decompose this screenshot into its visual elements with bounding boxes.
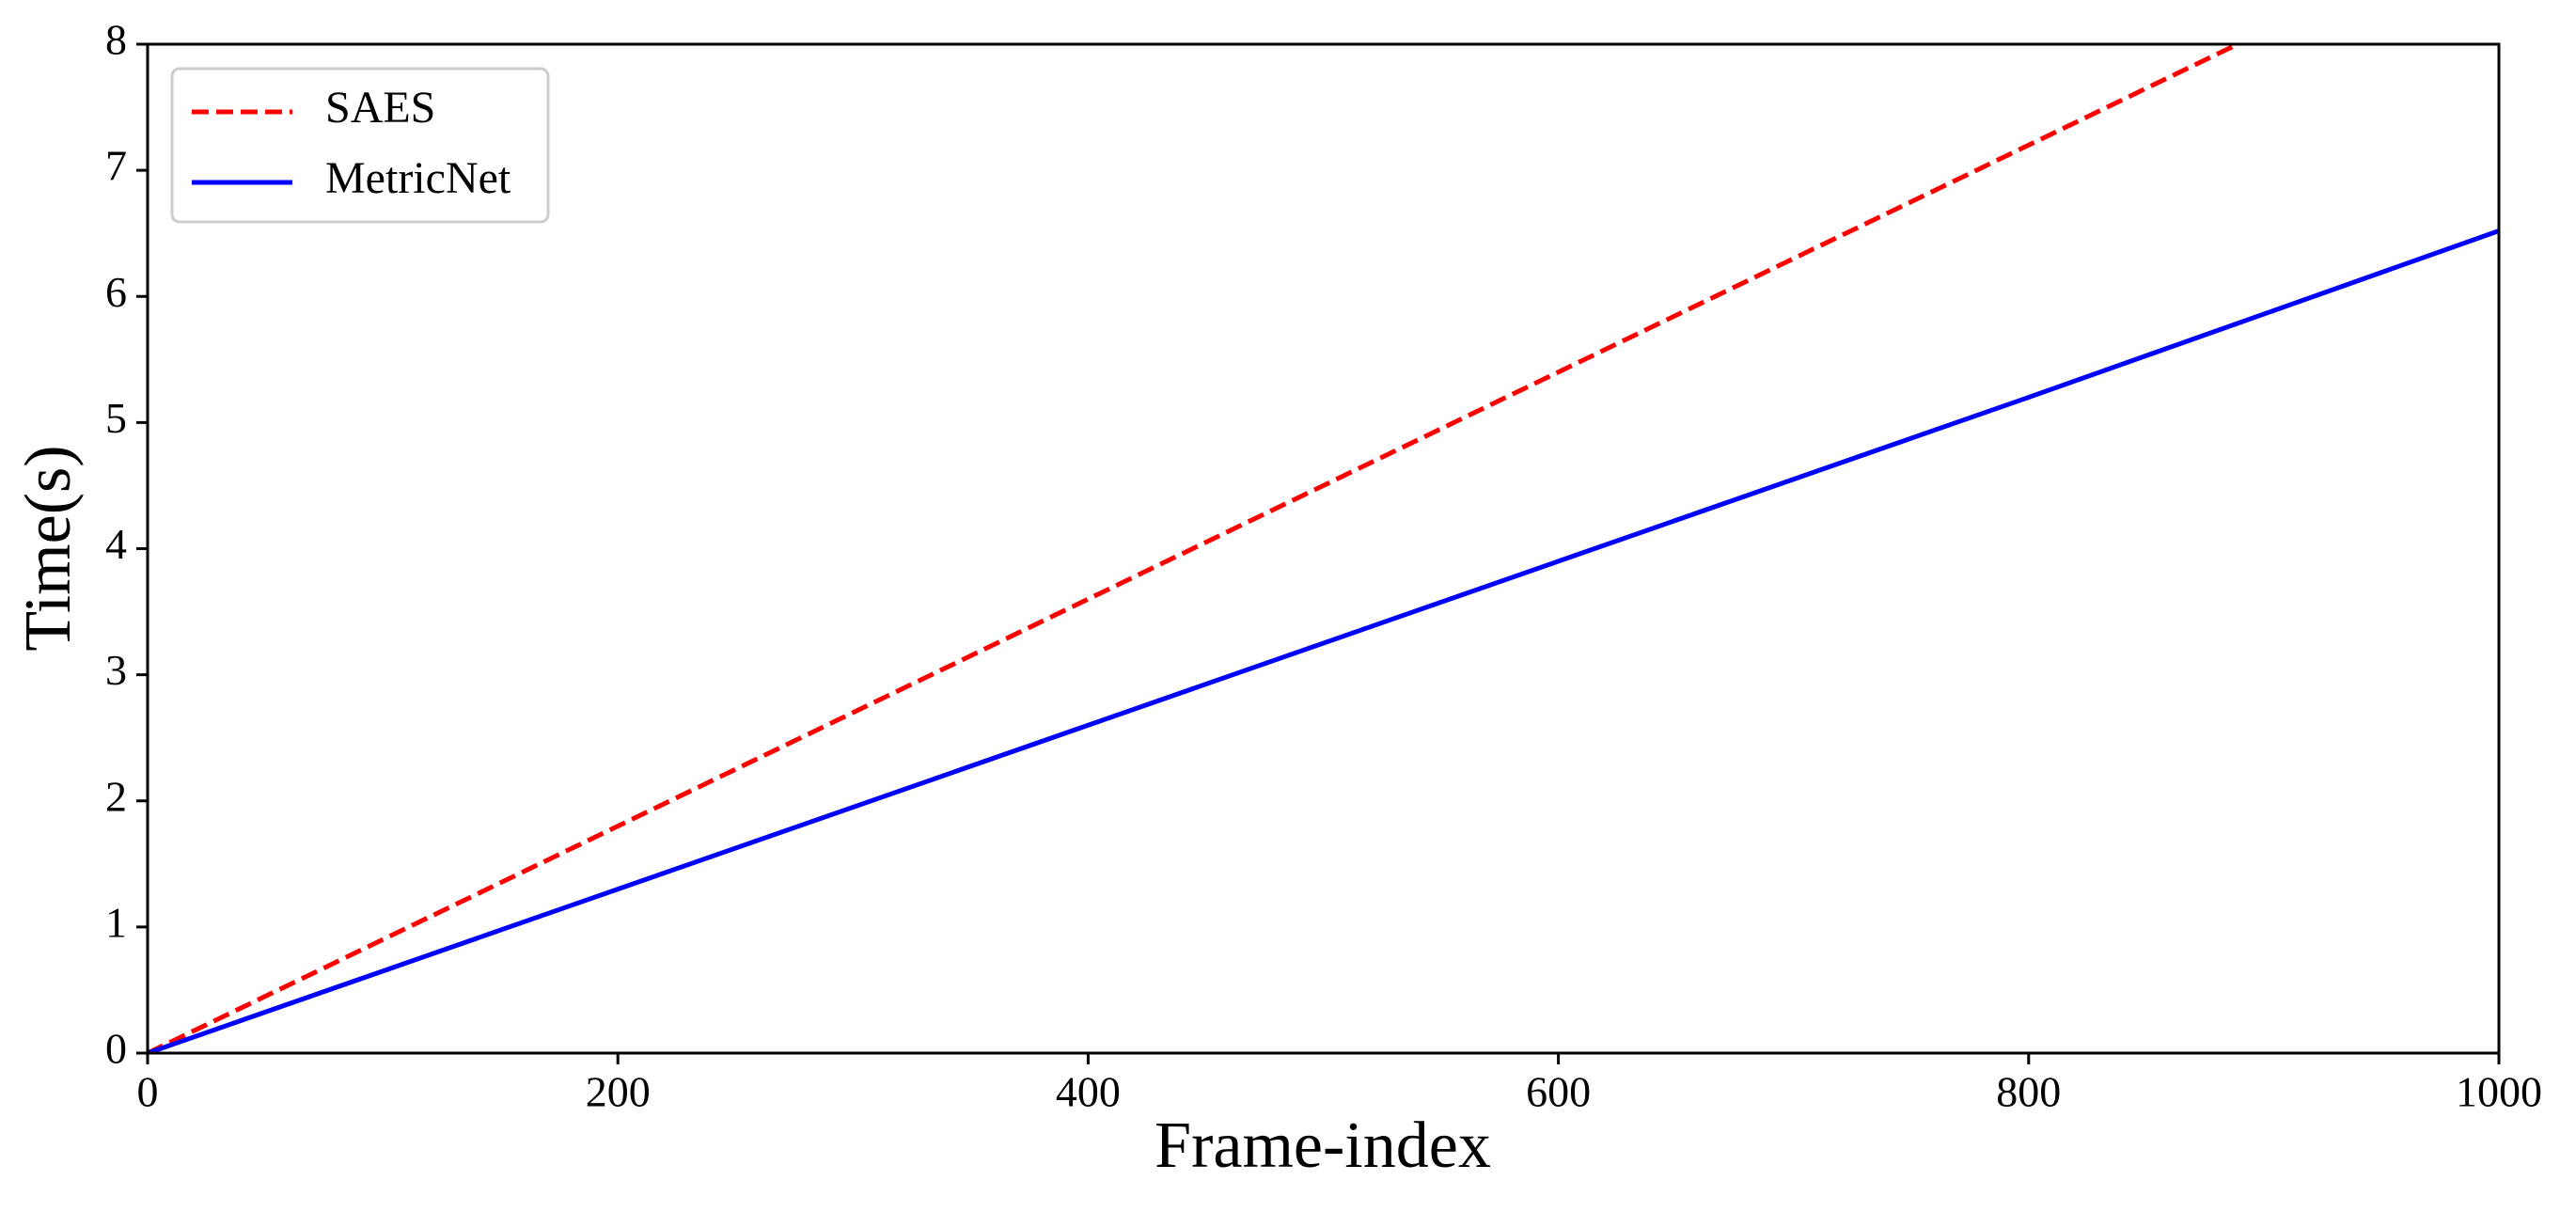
y-tick-label: 6 <box>105 268 127 316</box>
y-tick-label: 5 <box>105 394 127 442</box>
y-tick-label: 0 <box>105 1025 127 1073</box>
y-tick-label: 3 <box>105 646 127 694</box>
x-tick-label: 600 <box>1526 1068 1591 1116</box>
legend-label: MetricNet <box>325 153 511 203</box>
y-tick-label: 2 <box>105 772 127 820</box>
plot-area <box>148 44 2499 1053</box>
x-axis-label: Frame-index <box>1154 1110 1491 1182</box>
y-tick-label: 1 <box>105 898 127 946</box>
x-tick-label: 200 <box>586 1068 651 1116</box>
series-line <box>148 44 2243 1053</box>
x-tick-label: 400 <box>1056 1068 1121 1116</box>
x-tick-label: 0 <box>137 1068 159 1116</box>
series-line <box>148 228 2499 1053</box>
legend-label: SAES <box>325 83 435 133</box>
y-tick-label: 7 <box>105 142 127 190</box>
y-axis-label: Time(s) <box>12 445 85 651</box>
y-tick-label: 8 <box>105 16 127 64</box>
y-tick-label: 4 <box>105 520 127 568</box>
legend: SAES MetricNet <box>170 67 550 224</box>
x-tick-label: 800 <box>1996 1068 2061 1116</box>
x-tick-label: 1000 <box>2456 1068 2542 1116</box>
